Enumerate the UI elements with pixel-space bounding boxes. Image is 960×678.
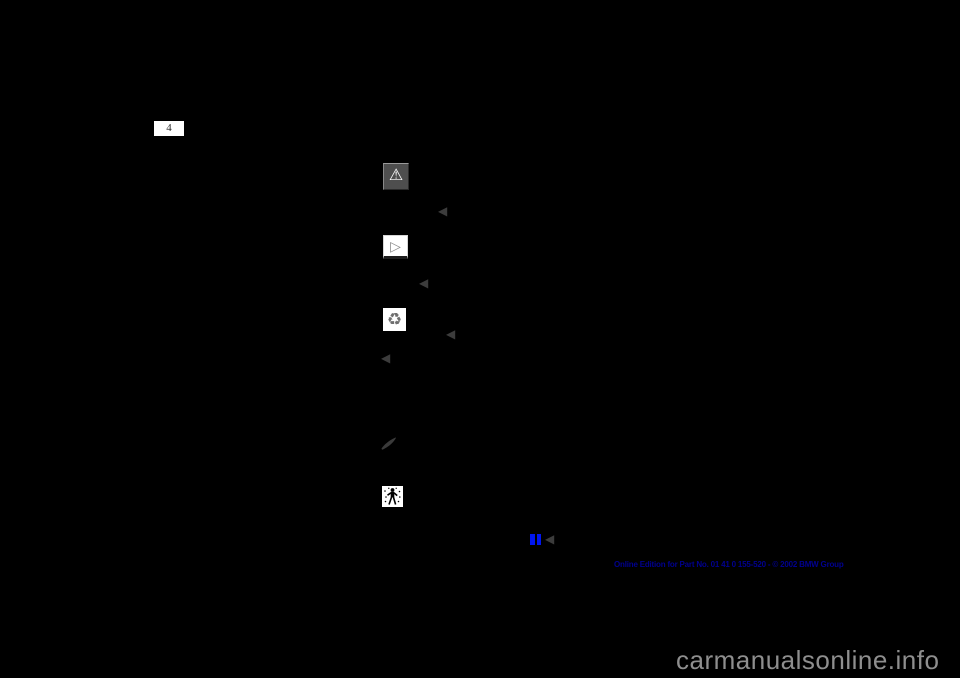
play-triangle-icon: ▷ [383,235,408,259]
blue-bar [530,534,535,545]
arrow-left-icon: ◀ [381,351,391,365]
swoosh-shape-icon [381,436,398,451]
arrow-left-icon: ◀ [545,532,555,546]
page-number-badge: 4 [154,121,184,136]
blue-marker-icon [530,534,542,545]
recycle-glyph: ♻ [386,310,403,329]
warning-triangle-glyph: ⚠ [388,167,404,184]
pedestrian-icon [382,486,403,507]
watermark-text: carmanualsonline.info [676,645,940,675]
warning-icon: ⚠ [383,163,409,190]
arrow-left-icon: ◀ [438,204,448,218]
play-glyph: ▷ [390,238,401,254]
pedestrian-svg [384,487,401,505]
recycle-icon: ♻ [383,308,406,331]
online-edition-link[interactable]: Online Edition for Part No. 01 41 0 155-… [614,560,844,569]
blue-bar [537,534,541,545]
swoosh-svg [381,437,396,450]
arrow-left-icon: ◀ [419,276,429,290]
arrow-left-icon: ◀ [446,327,456,341]
